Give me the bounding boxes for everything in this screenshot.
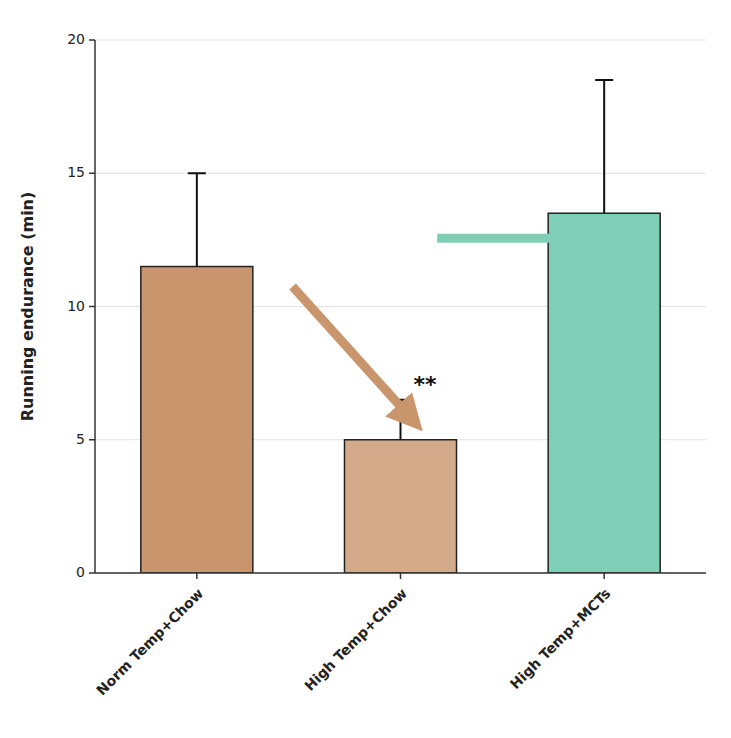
- significance-label: **: [413, 372, 437, 397]
- error-bar: [595, 80, 613, 213]
- y-tick: [89, 439, 95, 441]
- x-axis: Norm Temp+Chow High Temp+Chow High Temp+MC…: [93, 573, 613, 698]
- bar: [344, 440, 456, 573]
- y-tick-label: 15: [67, 164, 85, 180]
- y-tick: [89, 39, 95, 41]
- y-axis-line: [94, 40, 96, 573]
- arrow: [293, 287, 411, 418]
- x-tick: [603, 573, 605, 579]
- chart-container: 0 5 10 15 20 Norm Temp+Chow High Temp+Chow High…: [0, 0, 731, 738]
- y-tick-label: 0: [76, 564, 85, 580]
- y-tick-label: 20: [67, 31, 85, 47]
- grid-line: [95, 40, 706, 41]
- plot-area: [141, 80, 660, 573]
- y-tick-label: 10: [67, 298, 85, 314]
- y-axis-label: Running endurance (min): [18, 192, 37, 422]
- y-tick: [89, 173, 95, 175]
- chart: 0 5 10 15 20 Norm Temp+Chow High Temp+Chow High…: [0, 0, 731, 738]
- error-bar: [188, 173, 206, 266]
- bar: [548, 213, 660, 573]
- y-tick-label: 5: [76, 431, 85, 447]
- y-tick: [89, 572, 95, 574]
- x-tick-label: High Temp+MCTs: [507, 585, 614, 692]
- bar: [141, 267, 253, 573]
- x-tick: [196, 573, 198, 579]
- x-tick: [400, 573, 402, 579]
- y-axis: 0 5 10 15 20: [67, 31, 706, 580]
- x-tick-label: High Temp+Chow: [301, 585, 410, 694]
- x-tick-label: Norm Temp+Chow: [93, 585, 206, 698]
- y-tick: [89, 306, 95, 308]
- grid-line: [95, 173, 706, 174]
- arrow: [437, 234, 627, 243]
